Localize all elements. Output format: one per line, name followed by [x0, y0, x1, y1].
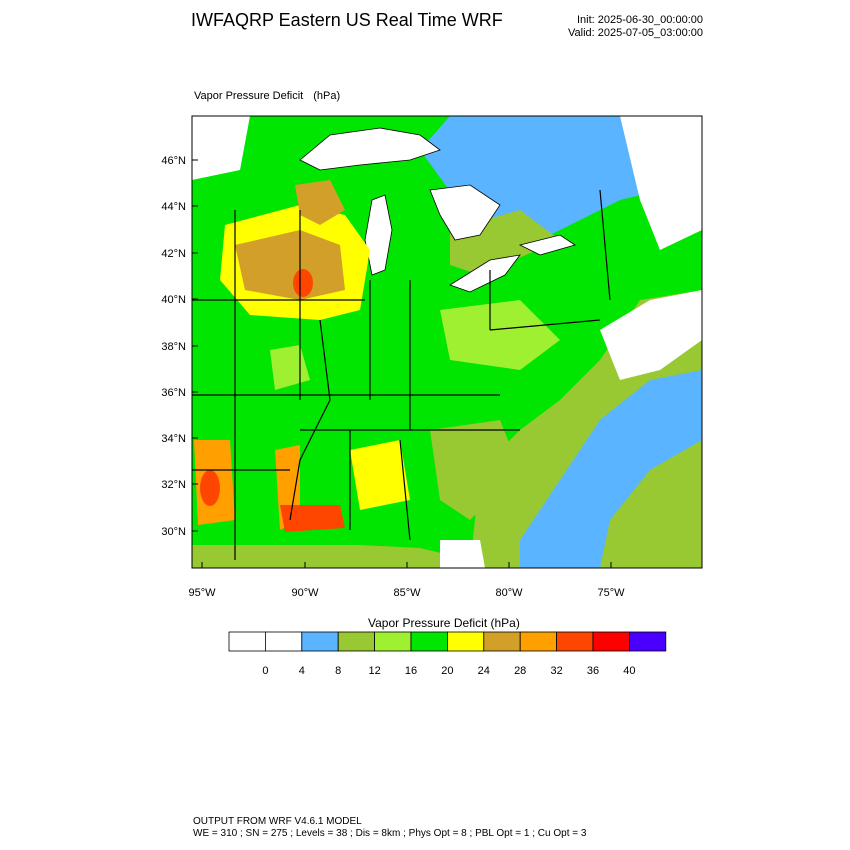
appalachian-patch	[440, 300, 560, 370]
map-frame	[191, 115, 703, 569]
color-legend: 0 4 8 12 16 20 24 28 32 36 40	[228, 631, 667, 677]
lat-tick-label: 42°N	[161, 248, 186, 260]
legend-label: 4	[299, 665, 305, 677]
map-field	[192, 116, 702, 568]
lake-superior	[299, 127, 441, 171]
lon-tick-label: 90°W	[291, 587, 319, 599]
lat-tick-label: 30°N	[161, 526, 186, 538]
northeast-white	[620, 116, 702, 250]
field-label: Vapor Pressure Deficit (hPa)	[194, 90, 340, 102]
legend-swatch	[337, 631, 376, 652]
init-time: Init: 2025-06-30_00:00:00	[577, 14, 703, 26]
lat-tick-label: 38°N	[161, 341, 186, 353]
legend-label: 0	[262, 665, 268, 677]
lon-tick-label: 80°W	[495, 587, 523, 599]
legend-swatch	[629, 631, 667, 652]
legend-label: 8	[335, 665, 341, 677]
field-units: (hPa)	[313, 90, 341, 102]
lon-tick-label: 85°W	[393, 587, 421, 599]
lon-tick-label: 95°W	[188, 587, 216, 599]
ocean-low-vpd	[520, 370, 702, 568]
carolinas-patch	[430, 420, 520, 520]
lake-huron	[429, 184, 501, 241]
run-times: Init: 2025-06-30_00:00:00 Valid: 2025-07…	[568, 14, 703, 40]
legend-label: 20	[441, 665, 453, 677]
lake-michigan	[364, 194, 393, 276]
legend-swatch	[446, 631, 485, 652]
state-boundaries	[192, 189, 611, 560]
legend-label: 40	[623, 665, 635, 677]
field-name: Vapor Pressure Deficit	[194, 90, 304, 102]
lat-tick-label: 32°N	[161, 479, 186, 491]
legend-swatch	[556, 631, 594, 652]
northwest-white	[192, 116, 250, 180]
legend-swatch	[301, 631, 339, 652]
legend-label: 12	[368, 665, 380, 677]
lat-tick-label: 44°N	[161, 201, 186, 213]
map-title: IWFAQRP Eastern US Real Time WRF	[191, 10, 503, 30]
legend-swatch	[519, 631, 558, 652]
lake-erie	[449, 254, 521, 293]
alabama-high-vpd	[350, 440, 410, 510]
ocean-white-area	[600, 290, 702, 380]
texas-peak	[200, 470, 220, 506]
legend-swatch	[410, 631, 448, 652]
legend-swatch	[592, 631, 630, 652]
lon-tick-label: 75°W	[597, 587, 625, 599]
wisconsin-high	[295, 180, 345, 225]
lat-tick-label: 34°N	[161, 433, 186, 445]
lat-ticks: 30°N 32°N 34°N 36°N 38°N 40°N 42°N 44°N 46°N	[161, 155, 198, 538]
gulf-water	[192, 545, 470, 568]
louisiana-high-vpd	[280, 505, 345, 532]
legend-label: 32	[550, 665, 562, 677]
lat-tick-label: 40°N	[161, 294, 186, 306]
midwest-core-vpd	[235, 230, 345, 300]
legend-swatch	[228, 631, 266, 652]
lake-ontario	[518, 234, 576, 256]
model-version: OUTPUT FROM WRF V4.6.1 MODEL	[193, 816, 362, 827]
legend-swatch	[374, 631, 412, 652]
legend-label: 16	[405, 665, 417, 677]
valid-time: Valid: 2025-07-05_03:00:00	[568, 27, 703, 39]
legend-title: Vapor Pressure Deficit (hPa)	[368, 616, 520, 630]
lat-tick-label: 36°N	[161, 387, 186, 399]
florida-white	[440, 540, 485, 568]
lon-ticks: 95°W 90°W 85°W 80°W 75°W	[188, 562, 625, 599]
legend-label: 24	[478, 665, 490, 677]
lat-tick-label: 46°N	[161, 155, 186, 167]
legend-swatch	[483, 631, 521, 652]
model-config: WE = 310 ; SN = 275 ; Levels = 38 ; Dis …	[193, 828, 587, 839]
model-info: OUTPUT FROM WRF V4.6.1 MODEL WE = 310 ; …	[193, 816, 586, 840]
legend-label: 28	[514, 665, 526, 677]
legend-swatch	[264, 631, 303, 652]
illinois-peak	[293, 269, 313, 297]
legend-label: 36	[587, 665, 599, 677]
